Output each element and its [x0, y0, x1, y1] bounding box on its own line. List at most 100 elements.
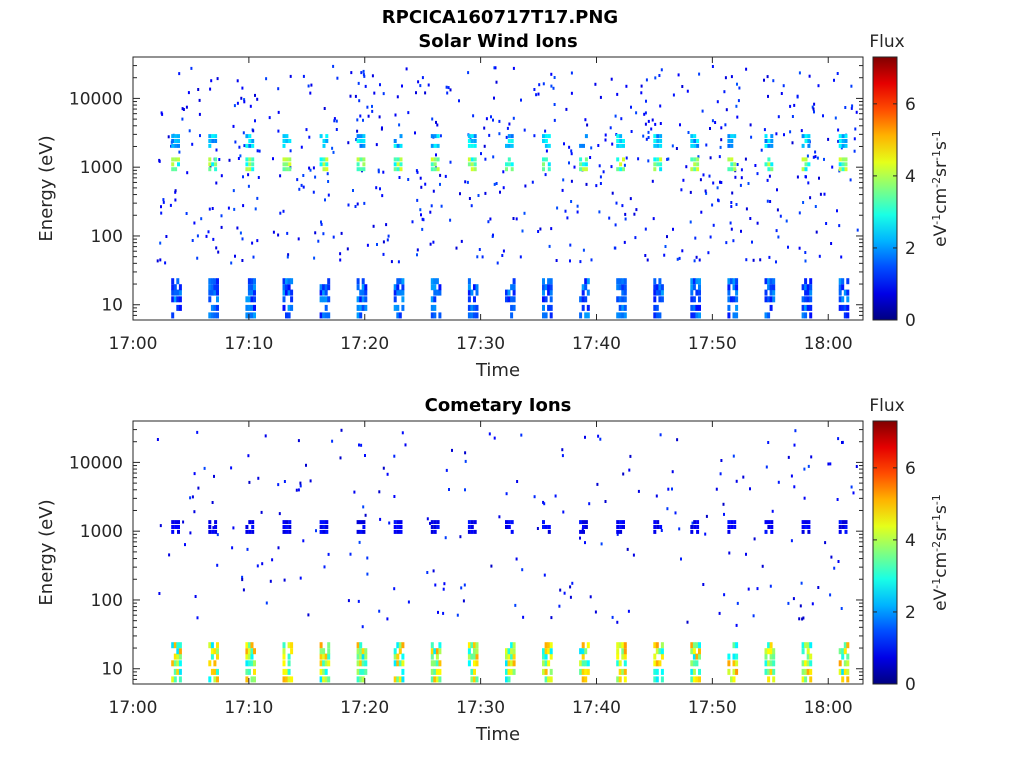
data-cell [331, 146, 334, 150]
data-cell [199, 134, 201, 138]
data-cell [475, 289, 479, 296]
data-cell [257, 476, 260, 480]
data-cell [438, 648, 442, 655]
data-cell [359, 642, 363, 649]
data-cell [804, 296, 808, 303]
data-cell [429, 210, 432, 214]
data-cell [416, 170, 419, 174]
data-cell [735, 203, 738, 206]
data-cell [604, 500, 607, 503]
data-cell [430, 642, 434, 649]
data-cell [658, 660, 662, 667]
data-cell [435, 278, 439, 285]
data-cell [604, 138, 607, 142]
data-cell [253, 648, 256, 655]
data-cell [234, 140, 237, 144]
data-cell [282, 139, 286, 143]
data-cell [505, 289, 508, 296]
data-cell [780, 92, 783, 95]
data-cell [569, 259, 571, 263]
data-cell [798, 211, 801, 215]
data-cell [386, 238, 389, 242]
data-cell [505, 167, 508, 172]
data-cell [621, 642, 625, 649]
data-cell [356, 134, 360, 139]
data-cell [801, 525, 805, 529]
data-cell [247, 312, 251, 319]
data-cell [213, 312, 217, 319]
data-cell [193, 472, 196, 476]
data-cell [356, 167, 360, 172]
data-cell [544, 139, 548, 143]
data-cell [485, 117, 488, 121]
data-cell [177, 157, 180, 162]
data-cell [736, 163, 739, 166]
data-cell [594, 82, 597, 86]
data-cell [290, 648, 294, 655]
data-cell [325, 162, 329, 167]
data-cell [210, 668, 214, 675]
data-cell [250, 660, 254, 667]
data-cell [430, 312, 434, 319]
data-cell [470, 525, 474, 529]
data-cell [434, 583, 437, 587]
data-cell [177, 529, 180, 534]
data-cell [282, 143, 286, 148]
data-cell [282, 660, 286, 667]
data-cell [727, 167, 731, 172]
data-cell [816, 156, 819, 160]
data-cell [676, 257, 679, 261]
data-cell [838, 296, 842, 303]
data-cell [767, 296, 771, 303]
data-cell [359, 134, 363, 139]
data-cell [215, 181, 218, 185]
data-cell [750, 135, 753, 139]
data-cell [801, 284, 805, 291]
data-cell [473, 648, 476, 655]
data-cell [822, 114, 824, 118]
data-cell [542, 520, 545, 525]
data-cell [181, 117, 184, 121]
data-cell [396, 289, 400, 296]
data-cell [562, 178, 565, 182]
colorbar [872, 56, 898, 321]
data-cell [570, 152, 573, 156]
data-cell [156, 438, 159, 441]
data-cell [619, 139, 623, 143]
data-cell [692, 676, 696, 683]
data-cell [730, 201, 733, 204]
data-cell [776, 188, 778, 192]
data-cell [322, 653, 326, 660]
data-cell [173, 660, 177, 667]
data-cell [443, 582, 446, 586]
data-cell [745, 258, 748, 262]
data-cell [349, 94, 352, 98]
data-cell [467, 289, 471, 296]
data-cell [694, 236, 697, 240]
data-cell [375, 186, 378, 190]
data-cell [833, 78, 835, 82]
data-cell [779, 214, 782, 218]
colorbar-tick-label: 6 [905, 459, 916, 479]
data-cell [349, 552, 352, 556]
data-cell [584, 157, 588, 162]
data-cell [173, 653, 177, 660]
data-cell [735, 668, 739, 675]
data-cell [297, 488, 300, 492]
data-cell [324, 289, 328, 296]
data-cell [430, 304, 434, 311]
data-cell [253, 284, 256, 291]
data-cell [366, 572, 369, 576]
data-cell [807, 143, 811, 148]
data-cell [744, 157, 747, 161]
data-cell [581, 304, 585, 311]
data-cell [208, 284, 212, 291]
data-cell [210, 79, 213, 83]
data-cell [359, 529, 363, 534]
data-cell [436, 123, 439, 127]
data-cell [250, 642, 254, 649]
data-cell [611, 615, 614, 619]
data-cell [599, 437, 602, 441]
data-cell [584, 660, 588, 667]
data-cell [285, 529, 289, 534]
